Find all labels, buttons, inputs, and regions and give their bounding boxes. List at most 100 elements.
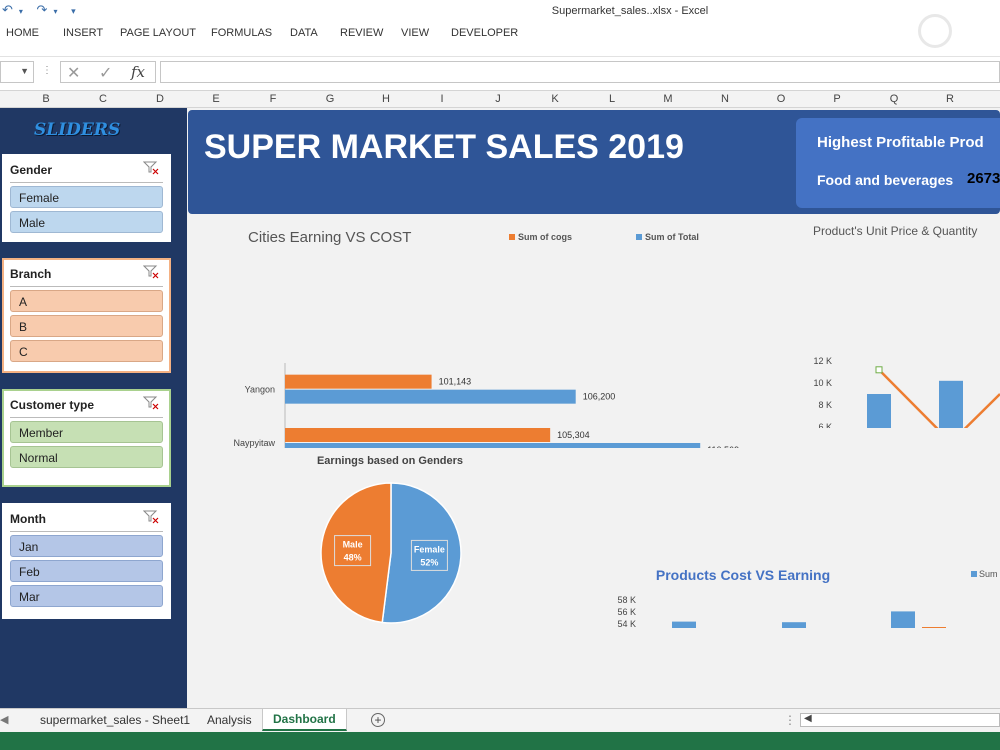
column-header[interactable]: P	[833, 93, 841, 105]
insert-function-button[interactable]: fx	[131, 63, 146, 81]
bar	[285, 389, 576, 404]
tab-insert[interactable]: INSERT	[63, 27, 104, 39]
clear-filter-icon[interactable]	[143, 396, 159, 410]
series-line	[878, 368, 1000, 428]
cancel-icon[interactable]: ✕	[67, 65, 81, 82]
chart-earnings-by-gender[interactable]: Earnings based on Genders Female 52% Male 48…	[290, 448, 490, 638]
slicer-item-normal[interactable]: Normal	[10, 446, 163, 468]
slicer-header: Branch	[10, 263, 163, 287]
legend-swatch-total	[636, 234, 642, 240]
slicer-item-jan[interactable]: Jan	[10, 535, 163, 557]
tab-view[interactable]: VIEW	[401, 27, 430, 39]
slicer-item-branch-a[interactable]: A	[10, 290, 163, 312]
tab-home[interactable]: HOME	[6, 27, 39, 39]
chart-cities-earning-vs-cost[interactable]: Cities Earning VS COST Sum of cogs Sum of …	[188, 216, 778, 448]
bar	[285, 374, 432, 389]
category-label: Naypyitaw	[233, 438, 275, 448]
drag-handle-icon[interactable]: ⋮	[784, 713, 796, 727]
title-bar: ↶ ▾ ↷ ▾ ▾ Supermarket_sales..xlsx - Excel	[0, 0, 1000, 48]
legend-label: Sum	[979, 569, 998, 579]
column-header[interactable]: K	[551, 93, 559, 105]
chart-unit-price-quantity[interactable]: Product's Unit Price & Quantity0 K2 K4 K…	[790, 216, 1000, 428]
slicer-branch[interactable]: Branch A B C	[2, 258, 171, 373]
slicer-item-mar[interactable]: Mar	[10, 585, 163, 607]
sheet-tab-dashboard[interactable]: Dashboard	[262, 709, 347, 731]
tab-data[interactable]: DATA	[290, 27, 318, 39]
clear-filter-icon[interactable]	[143, 265, 159, 279]
column-header[interactable]: G	[325, 93, 335, 105]
slicer-title: Branch	[10, 267, 52, 281]
chevron-down-icon[interactable]: ▼	[20, 66, 29, 76]
column-header[interactable]: I	[440, 93, 444, 105]
slicer-item-member[interactable]: Member	[10, 421, 163, 443]
tab-page-layout[interactable]: PAGE LAYOUT	[120, 27, 197, 39]
clear-filter-icon[interactable]	[143, 161, 159, 175]
sheet-tab-analysis[interactable]: Analysis	[207, 713, 252, 727]
tab-review[interactable]: REVIEW	[340, 27, 384, 39]
column-header[interactable]: E	[212, 93, 220, 105]
column-header[interactable]: C	[99, 93, 107, 105]
slicer-customer-type[interactable]: Customer type Member Normal	[2, 389, 171, 487]
column-header[interactable]: O	[776, 93, 786, 105]
slicer-item-branch-c[interactable]: C	[10, 340, 163, 362]
confirm-icon[interactable]: ✓	[99, 65, 113, 82]
slicer-title: Customer type	[10, 398, 95, 412]
column-header[interactable]: D	[156, 93, 164, 105]
slicer-item-male[interactable]: Male	[10, 211, 163, 233]
column-header[interactable]: J	[495, 93, 501, 105]
column-header[interactable]: M	[663, 93, 673, 105]
tab-developer[interactable]: DEVELOPER	[451, 27, 519, 39]
chart-title: Product's Unit Price & Quantity	[813, 224, 977, 238]
quick-access-toolbar: ↶ ▾ ↷ ▾ ▾	[2, 2, 76, 17]
tab-formulas[interactable]: FORMULAS	[211, 27, 273, 39]
clear-filter-icon[interactable]	[143, 510, 159, 524]
drag-handle-icon[interactable]: ⋮	[42, 65, 52, 76]
status-bar	[0, 732, 1000, 750]
data-label-box	[334, 535, 372, 567]
undo-icon[interactable]: ↶	[2, 2, 13, 17]
column-header[interactable]: R	[946, 93, 954, 105]
customize-qat-icon[interactable]: ▾	[71, 6, 76, 16]
column-header[interactable]: Q	[889, 93, 899, 105]
tab-scroll-left-icon[interactable]: ◀	[0, 714, 9, 726]
slicer-item-branch-b[interactable]: B	[10, 315, 163, 337]
formula-buttons: ✕ ✓ fx	[60, 61, 156, 83]
slicer-header: Month	[10, 508, 163, 532]
y-tick-label: 12 K	[813, 356, 832, 366]
column-header[interactable]: L	[608, 93, 616, 105]
chart-title: Cities Earning VS COST	[248, 229, 411, 246]
column-header[interactable]: N	[721, 93, 729, 105]
sheet-tab-bar: ◀ supermarket_sales - Sheet1 Analysis Da…	[0, 708, 1000, 732]
column-header[interactable]: F	[269, 93, 277, 105]
slicer-month[interactable]: Month Jan Feb Mar	[2, 503, 171, 619]
pie-slice	[381, 482, 462, 624]
name-box[interactable]: ▼	[0, 61, 34, 83]
data-label-box	[410, 539, 448, 571]
kpi-product: Food and beverages	[817, 172, 954, 188]
slicer-header: Customer type	[10, 394, 163, 418]
y-tick-label: 58 K	[617, 595, 636, 605]
chart-products-cost-vs-earning[interactable]: Products Cost VS EarningSum42 K44 K46 K4…	[600, 448, 1000, 628]
chart-title: Earnings based on Genders	[317, 455, 463, 467]
add-sheet-icon[interactable]: +	[371, 713, 385, 727]
slicer-gender[interactable]: Gender Female Male	[2, 154, 171, 242]
bar	[672, 621, 696, 628]
data-label: 106,200	[583, 392, 616, 402]
data-label: 101,143	[439, 377, 472, 387]
decorative-circle-icon	[918, 14, 952, 48]
bar	[782, 622, 806, 628]
horizontal-scrollbar[interactable]: ◀	[800, 713, 1000, 727]
redo-icon[interactable]: ↷	[36, 2, 48, 17]
slicer-item-feb[interactable]: Feb	[10, 560, 163, 582]
pie-slice	[320, 482, 392, 624]
slicer-item-female[interactable]: Female	[10, 186, 163, 208]
legend-label-cogs: Sum of cogs	[518, 232, 572, 242]
column-header[interactable]: B	[42, 93, 50, 105]
formula-input[interactable]	[160, 61, 1000, 83]
legend-swatch	[971, 571, 977, 577]
scroll-left-icon[interactable]: ◀	[804, 713, 812, 724]
data-label: 52%	[420, 557, 438, 567]
sheet-tab-sheet1[interactable]: supermarket_sales - Sheet1	[40, 713, 191, 727]
column-header[interactable]: H	[382, 93, 390, 105]
